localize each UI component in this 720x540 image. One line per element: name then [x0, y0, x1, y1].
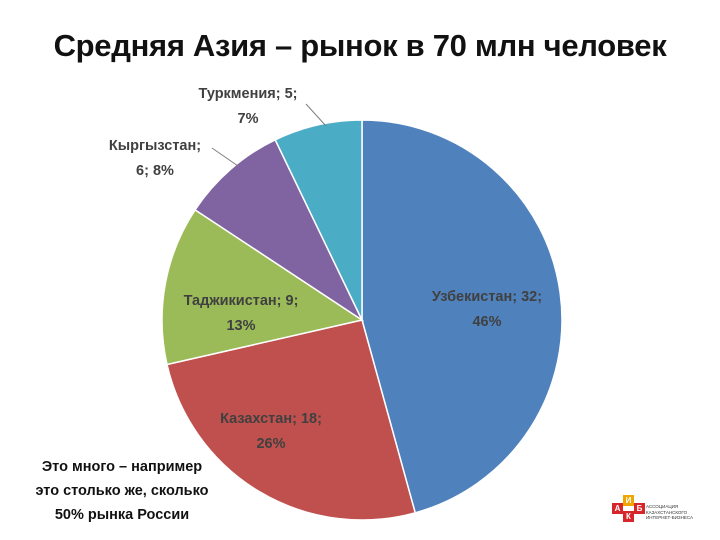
note-line-3: 50% рынка России	[54, 507, 190, 523]
pie-slice-kazakhstan	[166, 319, 417, 521]
data-label-kyrgyzstan-line-2: 6; 8%	[136, 163, 174, 179]
data-label-uzbekistan-line-2: 46%	[472, 314, 501, 330]
data-label-turkmenistan-line-2: 7%	[238, 111, 259, 127]
logo-caption: АССОЦИАЦИЯ КАЗАХСТАНСКОГО ИНТЕРНЕТ-БИЗНЕ…	[646, 504, 718, 521]
akib-logo: А К И Б АССОЦИАЦИЯ КАЗАХСТАНСКОГО ИНТЕРН…	[612, 495, 718, 525]
pie-slice-tajikistan	[161, 208, 364, 366]
data-label-kazakhstan-line-2: 26%	[256, 436, 285, 452]
leader-line-kyrgyzstan	[211, 147, 239, 167]
pie-slice-turkmenistan	[274, 119, 363, 321]
logo-letter-k: К	[623, 511, 634, 522]
data-label-kyrgyzstan: Кыргызстан; 6; 8%	[109, 138, 201, 179]
data-label-kazakhstan-line-1: Казахстан; 18;	[220, 411, 322, 427]
note-line-1: Это много – например	[41, 459, 203, 475]
market-note: Это много – например это столько же, ско…	[6, 455, 238, 527]
data-label-turkmenistan: Туркмения; 5; 7%	[199, 86, 298, 127]
data-label-kyrgyzstan-line-1: Кыргызстан;	[109, 138, 201, 154]
data-label-uzbekistan-line-1: Узбекистан; 32;	[432, 289, 542, 305]
logo-caption-line-1: АССОЦИАЦИЯ КАЗАХСТАНСКОГО	[646, 504, 688, 515]
data-label-tajikistan-line-2: 13%	[226, 318, 255, 334]
chart-title: Средняя Азия – рынок в 70 млн человек	[53, 28, 667, 63]
pie-slice-kyrgyzstan	[194, 138, 364, 323]
logo-letter-i: И	[623, 495, 634, 506]
logo-caption-line-2: ИНТЕРНЕТ-БИЗНЕСА	[646, 515, 694, 520]
pie-slice-uzbekistan	[361, 119, 563, 514]
logo-letter-a: А	[612, 503, 623, 514]
note-line-2: это столько же, сколько	[35, 483, 209, 499]
data-label-turkmenistan-line-1: Туркмения; 5;	[199, 86, 298, 102]
data-label-uzbekistan: Узбекистан; 32; 46%	[432, 289, 542, 330]
data-label-tajikistan: Таджикистан; 9; 13%	[184, 293, 299, 334]
logo-letter-b: Б	[634, 503, 645, 514]
data-label-kazakhstan: Казахстан; 18; 26%	[220, 411, 322, 452]
data-label-tajikistan-line-1: Таджикистан; 9;	[184, 293, 299, 309]
leader-line-turkmenistan	[305, 103, 327, 127]
